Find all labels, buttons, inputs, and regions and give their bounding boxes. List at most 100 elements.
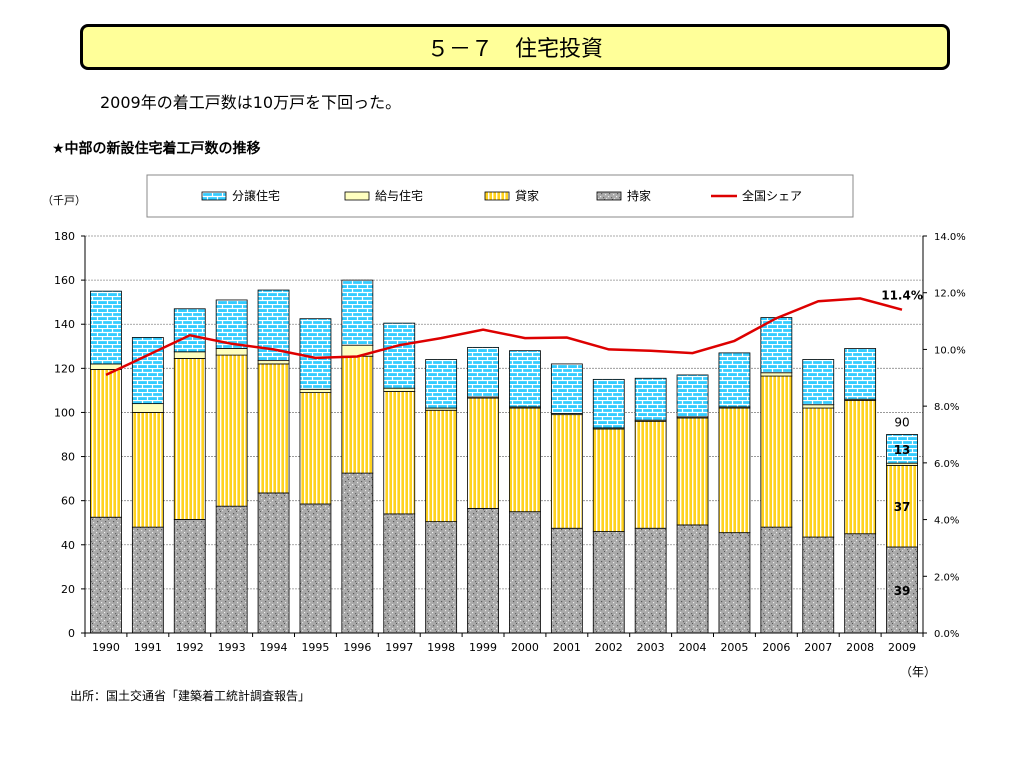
x-tick-label: 1993: [218, 641, 246, 654]
y-tick-label: 0: [68, 627, 75, 640]
bar-segment: [341, 355, 374, 474]
bar-segment: [509, 407, 541, 513]
legend-label: 全国シェア: [742, 188, 802, 203]
y-tick-label: 180: [54, 230, 75, 243]
legend-swatch: [596, 191, 622, 201]
bar-segment: [131, 403, 164, 413]
annotation-label: 90: [894, 416, 909, 430]
x-tick-label: 2002: [595, 641, 623, 654]
bar-segment: [509, 511, 541, 634]
bar-segment: [760, 375, 793, 528]
x-tick-label: 2004: [679, 641, 707, 654]
share-line: [105, 297, 903, 377]
y-tick-label: 40: [61, 539, 75, 552]
bar-segment: [467, 346, 499, 398]
bar-segment: [550, 527, 583, 634]
bar-segment: [760, 372, 793, 377]
bar-segment: [802, 536, 835, 634]
y2-tick-label: 4.0%: [934, 516, 959, 527]
bar-segment: [676, 417, 709, 526]
bar-segment: [90, 516, 122, 634]
bar-segment: [215, 354, 248, 507]
bar-segment: [299, 318, 332, 390]
bar-segment: [760, 526, 793, 634]
bar-segment: [131, 337, 164, 405]
bar-segment: [634, 420, 667, 529]
bar-segment: [173, 519, 206, 634]
y-axis-title: （千戸）: [42, 194, 86, 207]
legend-label: 給与住宅: [375, 188, 423, 203]
x-tick-label: 1996: [343, 641, 371, 654]
y2-tick-label: 0.0%: [934, 629, 959, 640]
bar-segment: [550, 363, 583, 414]
x-tick-label: 2001: [553, 641, 581, 654]
bar-segment: [718, 352, 751, 408]
chart-heading: ★中部の新設住宅着工戸数の推移: [52, 141, 261, 157]
bar-segment: [341, 279, 374, 346]
bar-segment: [257, 492, 290, 634]
bar-segment: [425, 409, 458, 523]
bar-segment: [886, 434, 918, 464]
bar-segment: [718, 407, 751, 534]
bar-segment: [341, 472, 374, 634]
x-tick-label: 2009: [888, 641, 916, 654]
bar-segment: [676, 374, 709, 418]
annotation-label: 39: [894, 584, 911, 598]
bar-segment: [173, 351, 206, 359]
bar-segment: [802, 407, 835, 538]
x-tick-label: 2008: [846, 641, 874, 654]
bar-segment: [592, 531, 625, 634]
bar-segment: [886, 546, 918, 634]
bar-segment: [844, 533, 877, 634]
title-box: ５－７ 住宅投資: [80, 24, 950, 70]
legend-swatch: [201, 191, 227, 201]
bar-segment: [676, 524, 709, 634]
y-tick-label: 80: [61, 451, 75, 464]
y2-tick-label: 8.0%: [934, 402, 959, 413]
bar-segment: [844, 399, 877, 535]
bar-segment: [509, 350, 541, 408]
bar-segment: [425, 521, 458, 634]
y-tick-label: 100: [54, 406, 75, 419]
bar-segment: [131, 526, 164, 634]
bar-segment: [634, 377, 667, 421]
bar-segment: [383, 391, 416, 515]
bar-segment: [215, 348, 248, 356]
y-tick-label: 140: [54, 318, 75, 331]
bar-segment: [886, 464, 918, 548]
legend-label: 分譲住宅: [232, 188, 280, 203]
bar-segment: [383, 322, 416, 389]
legend-label: 貸家: [515, 188, 539, 203]
bar-segment: [215, 299, 248, 349]
bar-segment: [257, 363, 290, 494]
annotation-label: 11.4%: [881, 289, 923, 303]
bar-segment: [718, 532, 751, 634]
legend-label: 持家: [627, 188, 651, 203]
x-tick-label: 1999: [469, 641, 497, 654]
bar-segment: [550, 414, 583, 529]
y2-tick-label: 14.0%: [934, 232, 966, 243]
legend-swatch: [344, 191, 370, 201]
bar-segment: [299, 388, 332, 393]
bar-segment: [592, 378, 625, 429]
x-tick-label: 2003: [637, 641, 665, 654]
bar-segment: [173, 358, 206, 520]
x-tick-label: 1990: [92, 641, 120, 654]
page-title: ５－７ 住宅投資: [426, 37, 603, 62]
y2-tick-label: 6.0%: [934, 459, 959, 470]
x-tick-label: 2000: [511, 641, 539, 654]
bar-segment: [802, 404, 835, 409]
legend-swatch: [484, 191, 510, 201]
y2-tick-label: 12.0%: [934, 289, 966, 300]
bar-segment: [383, 387, 416, 392]
bar-segment: [257, 360, 290, 365]
bar-segment: [802, 359, 835, 406]
bar-segment: [299, 503, 332, 634]
bar-segment: [425, 359, 458, 409]
bar-segment: [215, 505, 248, 634]
bar-segment: [383, 513, 416, 634]
bar-segment: [844, 348, 877, 400]
annotation-label: 13: [894, 443, 911, 457]
x-tick-label: 2005: [720, 641, 748, 654]
